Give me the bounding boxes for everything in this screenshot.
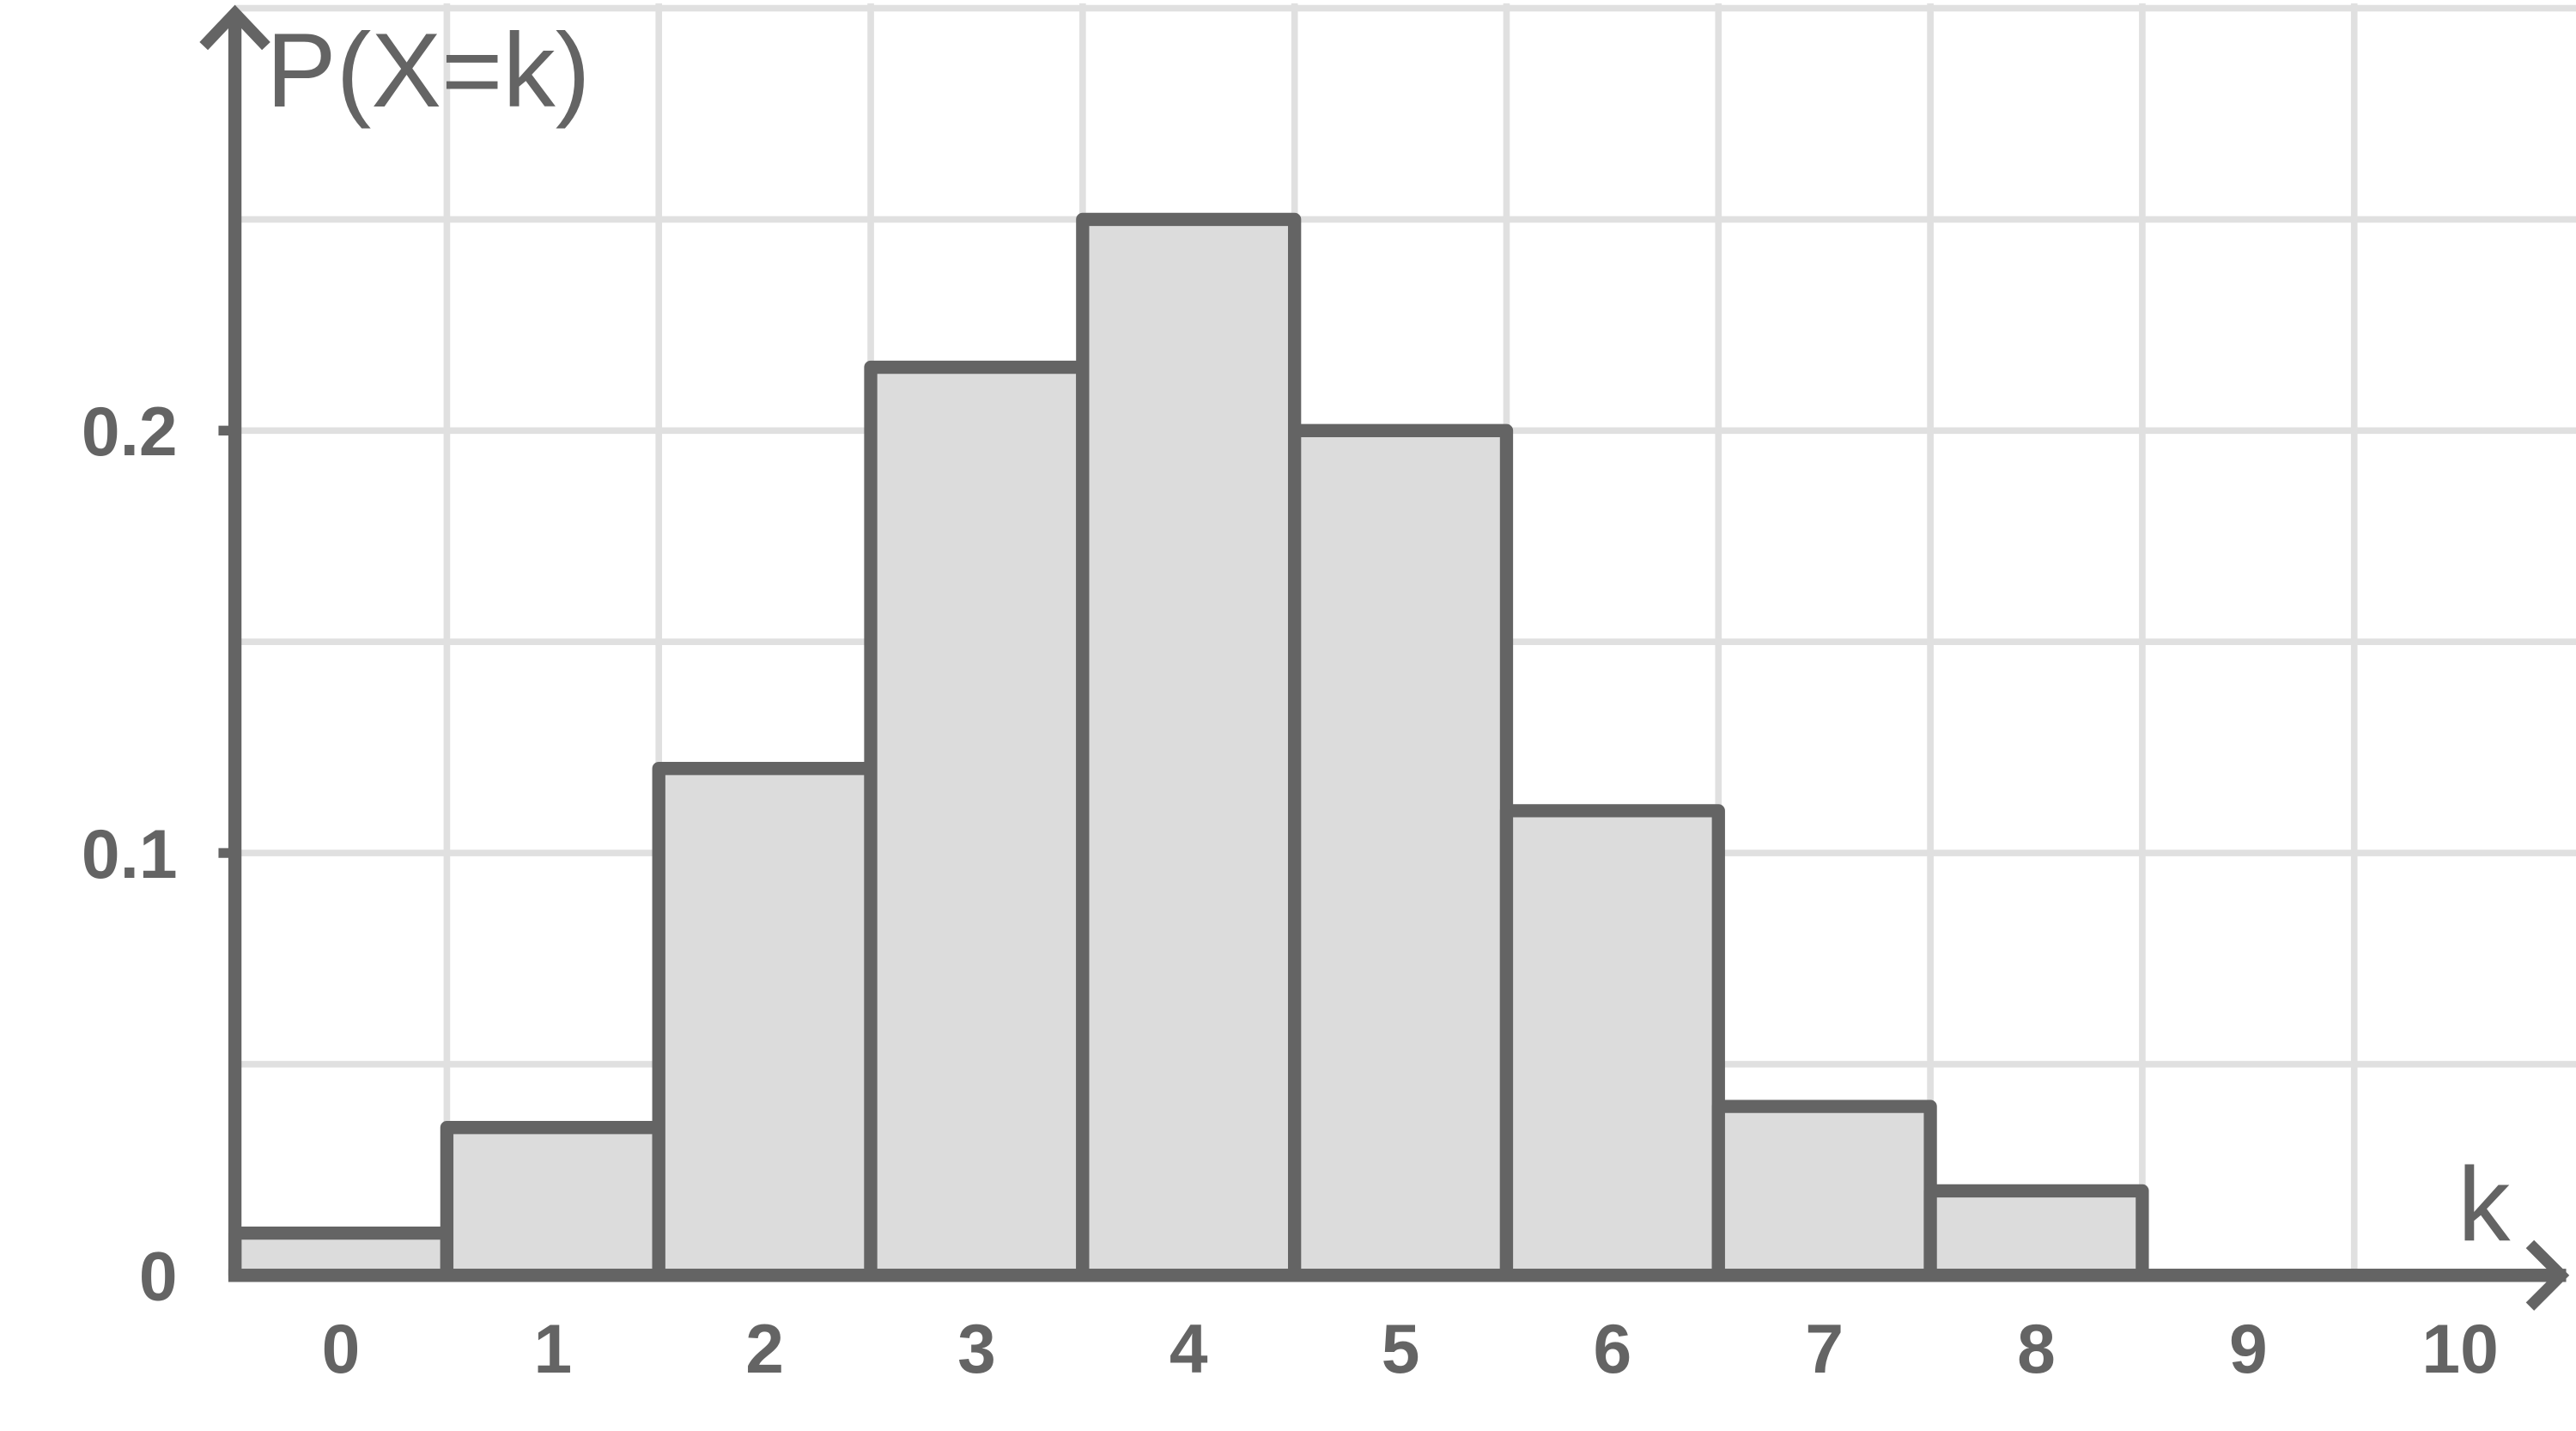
- x-tick-label: 2: [745, 1311, 784, 1388]
- x-tick-label: 3: [957, 1311, 996, 1388]
- x-axis-label: k: [2458, 1145, 2511, 1263]
- bar: [1288, 423, 1514, 1282]
- bar: [1076, 212, 1302, 1282]
- y-tick-label: 0.1: [82, 816, 178, 893]
- axes: [199, 4, 2570, 1311]
- bar: [440, 1121, 665, 1282]
- bar: [1923, 1184, 2149, 1282]
- x-tick-label: 10: [2421, 1311, 2498, 1388]
- bar: [864, 360, 1090, 1282]
- bar: [1711, 1099, 1937, 1282]
- x-tick-label: 5: [1382, 1311, 1420, 1388]
- x-tick-label: 6: [1594, 1311, 1632, 1388]
- x-tick-label: 4: [1170, 1311, 1208, 1388]
- x-tick-label: 7: [1805, 1311, 1844, 1388]
- y-tick-label: 0.2: [82, 393, 178, 471]
- x-axis-arrow: [2525, 1239, 2570, 1311]
- y-axis-arrow: [199, 4, 270, 51]
- bar: [1499, 804, 1725, 1282]
- x-tick-label: 0: [322, 1311, 361, 1388]
- y-axis-label: P(X=k): [266, 11, 591, 129]
- y-tick-label: 0: [139, 1239, 178, 1316]
- x-tick-label: 8: [2017, 1311, 2056, 1388]
- bars: [228, 212, 2567, 1282]
- x-tick-label: 9: [2229, 1311, 2268, 1388]
- x-tick-label: 1: [533, 1311, 572, 1388]
- bar: [652, 762, 878, 1282]
